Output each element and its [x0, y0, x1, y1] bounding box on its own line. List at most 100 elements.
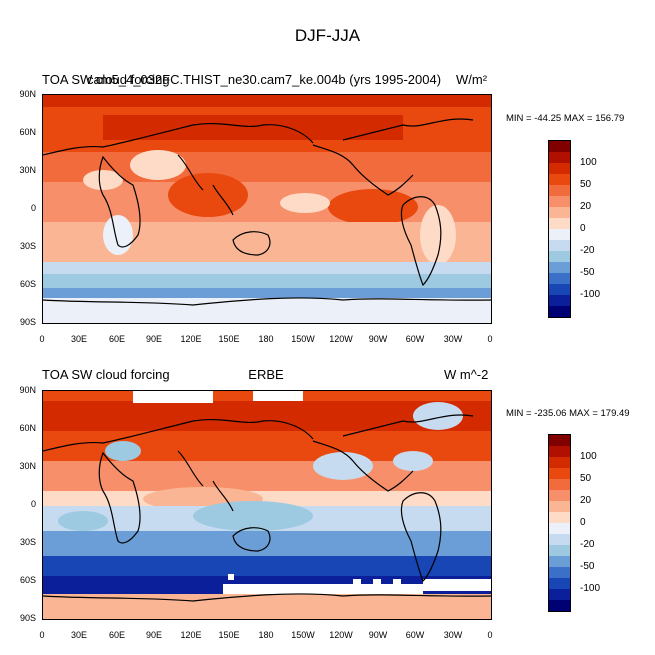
panel-units: W m^-2	[444, 367, 489, 382]
colorbar-segment	[549, 435, 570, 446]
colorbar-segment	[549, 185, 570, 196]
panel-left-title: TOA SW cloud forcing	[42, 72, 170, 87]
colorbar-segment	[549, 174, 570, 185]
lon-tick: 0	[39, 630, 45, 640]
lon-tick: 90W	[368, 334, 388, 344]
field-map	[43, 95, 491, 323]
lat-tick: 30S	[19, 537, 36, 547]
colorbar-segment	[549, 545, 570, 556]
colorbar-segment	[549, 240, 570, 251]
lon-tick: 60E	[108, 630, 125, 640]
colorbar-label: 100	[580, 451, 597, 462]
colorbar	[548, 140, 571, 318]
colorbar-segment	[549, 273, 570, 284]
colorbar-label: 20	[580, 201, 592, 212]
colorbar-segment	[549, 446, 570, 457]
colorbar-label: -50	[580, 267, 595, 278]
lat-tick: 30S	[19, 241, 36, 251]
colorbar-segment	[549, 556, 570, 567]
colorbar-label: 100	[580, 157, 597, 168]
min-max-stats: MIN = -44.25 MAX = 156.79	[506, 113, 625, 124]
lon-tick: 120E	[180, 334, 202, 344]
lon-tick: 0	[39, 334, 45, 344]
colorbar-label: 0	[580, 223, 586, 234]
colorbar-segment	[549, 229, 570, 240]
colorbar-label: 50	[580, 179, 592, 190]
colorbar-segment	[549, 512, 570, 523]
colorbar-segment	[549, 251, 570, 262]
lon-tick: 120W	[329, 334, 353, 344]
colorbar-label: -100	[580, 583, 601, 594]
map-area	[42, 390, 492, 620]
lat-tick: 0	[30, 203, 36, 213]
lon-tick: 180	[258, 334, 274, 344]
lat-tick: 60S	[19, 279, 36, 289]
lon-tick: 90E	[145, 630, 162, 640]
lat-tick: 60S	[19, 575, 36, 585]
colorbar-segment	[549, 468, 570, 479]
colorbar-label: -20	[580, 245, 595, 256]
panel-center-title: ERBE	[248, 367, 284, 382]
map-area	[42, 94, 492, 324]
lon-tick: 0	[487, 334, 493, 344]
lon-tick: 30E	[70, 334, 87, 344]
colorbar-segment	[549, 567, 570, 578]
min-max-stats: MIN = -235.06 MAX = 179.49	[506, 408, 630, 419]
colorbar-segment	[549, 523, 570, 534]
lon-tick: 120E	[180, 630, 202, 640]
colorbar-segment	[549, 589, 570, 600]
colorbar-label: 20	[580, 495, 592, 506]
colorbar-segment	[549, 295, 570, 306]
field-map	[43, 391, 491, 619]
colorbar-segment	[549, 600, 570, 611]
lon-tick: 150W	[291, 630, 315, 640]
lat-tick: 60N	[19, 127, 36, 137]
colorbar-segment	[549, 457, 570, 468]
colorbar-segment	[549, 284, 570, 295]
lon-tick: 90W	[368, 630, 388, 640]
lat-tick: 90S	[19, 613, 36, 623]
panel-center-title: cam5_4_032FC.THIST_ne30.cam7_ke.004b (yr…	[86, 72, 442, 87]
lon-tick: 60E	[108, 334, 125, 344]
lon-tick: 150W	[291, 334, 315, 344]
lon-tick: 180	[258, 630, 274, 640]
colorbar-label: 0	[580, 517, 586, 528]
lat-tick: 30N	[19, 165, 36, 175]
lat-tick: 0	[30, 499, 36, 509]
panel-left-title: TOA SW cloud forcing	[42, 367, 170, 382]
colorbar-label: -20	[580, 539, 595, 550]
colorbar-segment	[549, 141, 570, 152]
lat-tick: 30N	[19, 461, 36, 471]
colorbar-segment	[549, 578, 570, 589]
colorbar-segment	[549, 501, 570, 512]
lat-tick: 90N	[19, 385, 36, 395]
lon-tick: 120W	[329, 630, 353, 640]
panel-units: W/m²	[456, 72, 488, 87]
lon-tick: 0	[487, 630, 493, 640]
panel-model: TOA SW cloud forcing cam5_4_032FC.THIST_…	[0, 72, 655, 344]
lon-tick: 30W	[443, 334, 463, 344]
panel-obs: TOA SW cloud forcing ERBE W m^-2	[0, 367, 655, 642]
colorbar-segment	[549, 534, 570, 545]
lon-tick: 150E	[218, 630, 240, 640]
lon-tick: 30E	[70, 630, 87, 640]
colorbar-segment	[549, 196, 570, 207]
lat-tick: 60N	[19, 423, 36, 433]
colorbar-label: -100	[580, 289, 601, 300]
main-title: DJF-JJA	[294, 26, 361, 45]
lat-tick: 90S	[19, 317, 36, 327]
lon-tick: 150E	[218, 334, 240, 344]
colorbar-label: 50	[580, 473, 592, 484]
colorbar-segment	[549, 306, 570, 317]
lon-tick: 90E	[145, 334, 162, 344]
colorbar-segment	[549, 207, 570, 218]
lon-tick: 30W	[443, 630, 463, 640]
colorbar-segment	[549, 218, 570, 229]
colorbar-segment	[549, 163, 570, 174]
colorbar-segment	[549, 262, 570, 273]
colorbar-segment	[549, 490, 570, 501]
lat-tick: 90N	[19, 89, 36, 99]
colorbar-label: -50	[580, 561, 595, 572]
colorbar	[548, 434, 571, 612]
colorbar-segment	[549, 479, 570, 490]
